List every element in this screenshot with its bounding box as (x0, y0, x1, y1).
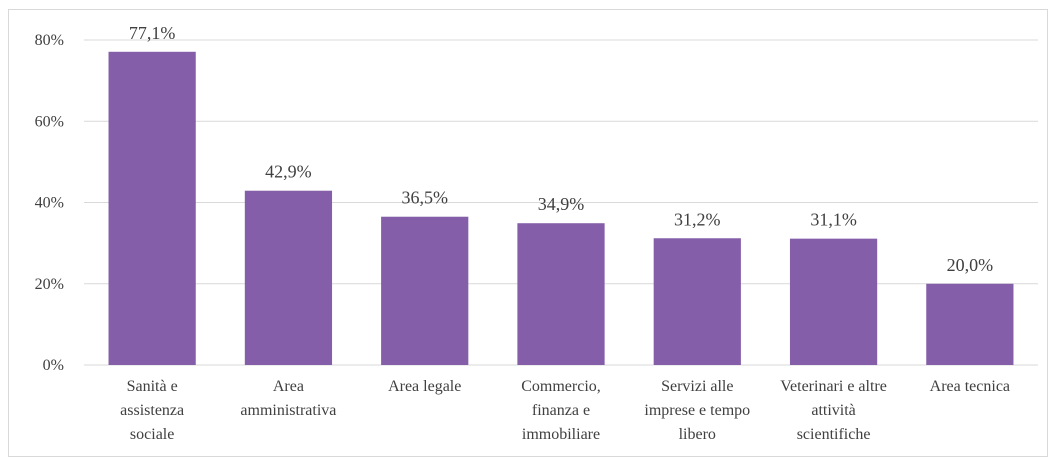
x-tick-label: Veterinari e altre attività scientifiche (780, 378, 887, 443)
y-tick-label: 0% (43, 357, 64, 374)
x-tick-label: Sanità e assistenza sociale (120, 378, 185, 443)
data-label: 34,9% (538, 194, 585, 214)
bar (108, 51, 196, 365)
data-label: 31,1% (810, 210, 857, 230)
data-label: 42,9% (265, 162, 312, 182)
y-tick-label: 80% (35, 32, 64, 49)
x-tick-label: Area tecnica (929, 378, 1011, 395)
x-tick-label: Servizi alle imprese e tempo libero (644, 378, 751, 443)
bar (789, 238, 878, 365)
bar (244, 190, 333, 365)
y-tick-label: 40% (35, 195, 64, 212)
x-tick-label: Area amministrativa (240, 378, 337, 419)
data-label: 31,2% (674, 209, 721, 229)
chart-frame (8, 9, 1048, 457)
y-tick-label: 20% (35, 276, 64, 293)
bar (517, 223, 605, 365)
bar (926, 283, 1014, 365)
data-label: 77,1% (129, 23, 176, 43)
x-tick-label: Area legale (388, 378, 462, 395)
y-tick-label: 60% (35, 113, 64, 130)
data-label: 20,0% (947, 255, 994, 275)
bar (653, 238, 741, 365)
bar (381, 216, 469, 365)
x-tick-label: Commercio, finanza e immobiliare (521, 378, 601, 443)
data-label: 36,5% (401, 188, 448, 208)
